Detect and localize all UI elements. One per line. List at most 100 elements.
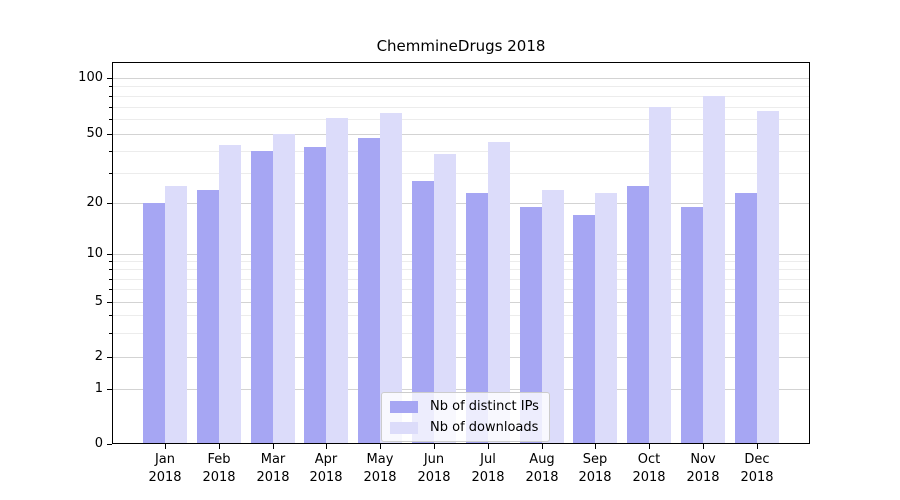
x-tick-label-jan-2018: Jan 2018 (133, 451, 197, 487)
x-tick-label-feb-2018: Feb 2018 (187, 451, 251, 487)
x-tick-label-line: 2018 (578, 470, 612, 485)
x-tick-label-dec-2018: Dec 2018 (725, 451, 789, 487)
gridline-minor-30 (112, 173, 810, 174)
x-tick-label-may-2018: May 2018 (348, 451, 412, 487)
y-tick-50 (107, 134, 112, 135)
x-tick-label-oct-2018: Oct 2018 (617, 451, 681, 487)
y-minor-tick-30 (109, 173, 112, 174)
x-tick-label-line: 2018 (256, 470, 290, 485)
bar-nb-of-distinct-ips-aug-2018 (520, 207, 542, 444)
gridline-20 (112, 203, 810, 204)
bar-nb-of-downloads-dec-2018 (757, 111, 779, 444)
x-tick-label-line: 2018 (148, 470, 182, 485)
bar-nb-of-distinct-ips-sep-2018 (573, 215, 595, 444)
gridline-2 (112, 357, 810, 358)
gridline-1 (112, 389, 810, 390)
y-tick-label-100: 100 (78, 70, 103, 85)
gridline-minor-9 (112, 261, 810, 262)
x-tick-label-sep-2018: Sep 2018 (563, 451, 627, 487)
y-minor-tick-7 (109, 279, 112, 280)
bar-nb-of-downloads-jan-2018 (165, 186, 187, 444)
x-tick-label-line: Aug (529, 452, 555, 467)
x-tick-label-line: Mar (260, 452, 286, 467)
y-tick-5 (107, 302, 112, 303)
bar-nb-of-distinct-ips-mar-2018 (251, 151, 273, 444)
legend-item-distinct-ips: Nb of distinct IPs (390, 397, 539, 416)
x-tick-label-line: 2018 (471, 470, 505, 485)
x-tick-label-line: Jun (423, 452, 445, 467)
bar-nb-of-downloads-oct-2018 (649, 107, 671, 444)
x-tick-feb-2018 (219, 444, 220, 449)
x-tick-label-line: 2018 (309, 470, 343, 485)
y-tick-label-50: 50 (86, 126, 103, 141)
gridline-10 (112, 254, 810, 255)
y-minor-tick-70 (109, 107, 112, 108)
x-tick-label-line: 2018 (686, 470, 720, 485)
y-tick-100 (107, 78, 112, 79)
x-tick-label-line: Feb (207, 452, 231, 467)
bar-nb-of-distinct-ips-oct-2018 (627, 186, 649, 444)
x-tick-mar-2018 (273, 444, 274, 449)
x-tick-label-apr-2018: Apr 2018 (294, 451, 358, 487)
y-tick-2 (107, 357, 112, 358)
y-minor-tick-8 (109, 269, 112, 270)
bar-nb-of-downloads-jul-2018 (488, 142, 510, 444)
bar-nb-of-distinct-ips-may-2018 (358, 138, 380, 444)
x-tick-label-line: Sep (582, 452, 608, 467)
x-tick-label-line: Jul (480, 452, 496, 467)
legend-swatch-downloads (390, 421, 418, 434)
gridline-100 (112, 78, 810, 79)
x-tick-label-aug-2018: Aug 2018 (510, 451, 574, 487)
bar-nb-of-downloads-nov-2018 (703, 96, 725, 444)
x-tick-may-2018 (380, 444, 381, 449)
x-tick-apr-2018 (326, 444, 327, 449)
y-tick-10 (107, 254, 112, 255)
x-tick-label-line: Jan (154, 452, 176, 467)
y-tick-20 (107, 203, 112, 204)
x-tick-jan-2018 (165, 444, 166, 449)
y-tick-label-20: 20 (86, 195, 103, 210)
bar-nb-of-downloads-apr-2018 (326, 118, 348, 444)
y-minor-tick-3 (109, 333, 112, 334)
legend-label-distinct-ips: Nb of distinct IPs (430, 399, 539, 414)
x-tick-label-jul-2018: Jul 2018 (456, 451, 520, 487)
bar-nb-of-distinct-ips-jul-2018 (466, 193, 488, 444)
y-minor-tick-40 (109, 151, 112, 152)
gridline-50 (112, 134, 810, 135)
x-tick-label-line: 2018 (740, 470, 774, 485)
bar-nb-of-downloads-may-2018 (380, 113, 402, 444)
y-tick-label-2: 2 (94, 349, 103, 364)
x-tick-label-line: Nov (690, 452, 716, 467)
legend-swatch-distinct-ips (390, 400, 418, 413)
legend-label-downloads: Nb of downloads (430, 420, 539, 435)
y-tick-label-1: 1 (94, 381, 103, 396)
x-tick-label-line: Dec (744, 452, 770, 467)
x-tick-nov-2018 (703, 444, 704, 449)
bar-nb-of-downloads-jun-2018 (434, 154, 456, 444)
gridline-minor-90 (112, 86, 810, 87)
bar-nb-of-distinct-ips-apr-2018 (304, 147, 326, 444)
x-tick-label-line: 2018 (363, 470, 397, 485)
y-minor-tick-6 (109, 289, 112, 290)
gridline-minor-6 (112, 289, 810, 290)
gridline-minor-4 (112, 315, 810, 316)
gridline-minor-8 (112, 269, 810, 270)
x-tick-label-line: 2018 (202, 470, 236, 485)
gridline-5 (112, 302, 810, 303)
y-minor-tick-90 (109, 86, 112, 87)
bar-nb-of-downloads-aug-2018 (542, 190, 564, 444)
y-tick-0 (107, 444, 112, 445)
bar-nb-of-downloads-sep-2018 (595, 193, 617, 444)
gridline-minor-80 (112, 96, 810, 97)
x-tick-label-line: Oct (637, 452, 661, 467)
y-minor-tick-9 (109, 261, 112, 262)
bar-nb-of-distinct-ips-nov-2018 (681, 207, 703, 444)
x-tick-label-nov-2018: Nov 2018 (671, 451, 735, 487)
x-tick-label-line: May (366, 452, 394, 467)
gridline-minor-7 (112, 279, 810, 280)
y-minor-tick-60 (109, 119, 112, 120)
x-tick-aug-2018 (542, 444, 543, 449)
x-tick-label-mar-2018: Mar 2018 (241, 451, 305, 487)
gridline-minor-60 (112, 119, 810, 120)
legend-item-downloads: Nb of downloads (390, 418, 539, 437)
